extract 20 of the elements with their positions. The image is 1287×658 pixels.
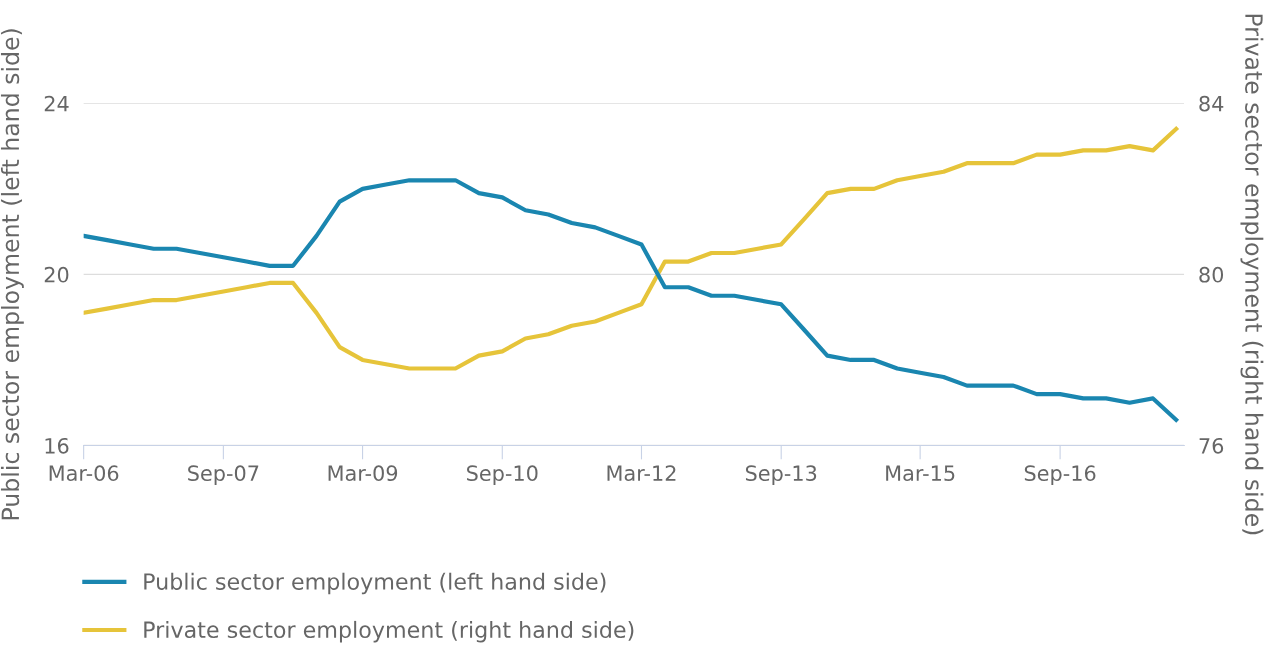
y2-tick-label: 84 — [1199, 95, 1224, 112]
x-tick-label: Sep-10 — [467, 465, 538, 486]
x-tick-label: Sep-16 — [1024, 465, 1096, 486]
x-tick-label: Sep-07 — [188, 465, 259, 486]
x-tick-label: Mar-12 — [607, 465, 676, 482]
y2-tick-label: 80 — [1199, 266, 1224, 283]
x-tick-label: Mar-15 — [886, 465, 955, 482]
line-series — [83, 178, 1179, 422]
legend-label: Private sector employment (right hand side) — [144, 620, 634, 643]
y2-tick-label: 76 — [1199, 437, 1224, 454]
x-tick-label: Sep-13 — [745, 465, 817, 486]
x-tick-label: Mar-06 — [49, 465, 119, 482]
legend-label: Public sector employment (left hand side) — [144, 572, 606, 595]
y-axis-title: Public sector employment (left hand side) — [0, 29, 24, 520]
x-tick-label: Mar-09 — [328, 465, 398, 482]
y2-axis-title: Private sector employment (right hand side) — [1240, 14, 1264, 535]
line-series — [83, 126, 1179, 371]
y-tick-label: 20 — [44, 266, 69, 283]
y-tick-label: 24 — [44, 95, 69, 112]
y-tick-label: 16 — [45, 437, 69, 454]
